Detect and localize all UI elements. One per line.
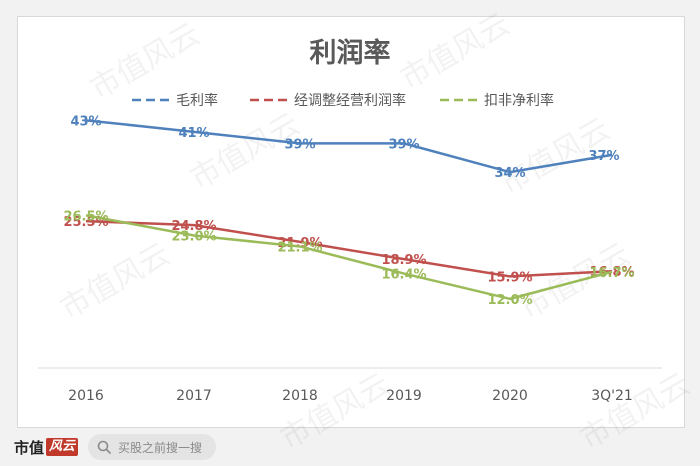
data-label: 26.5% bbox=[63, 209, 108, 224]
x-tick-label: 3Q'21 bbox=[591, 388, 633, 404]
data-label: 24.8% bbox=[171, 219, 216, 234]
x-tick-label: 2017 bbox=[176, 388, 212, 404]
series-line bbox=[85, 214, 613, 301]
brand-text: 市值 bbox=[14, 438, 45, 457]
x-tick-labels: 2016 2017 2018 2019 2020 3Q'21 bbox=[68, 388, 633, 404]
search-box[interactable]: 买股之前搜一搜 bbox=[88, 434, 217, 460]
footer-bar: 市值 风云 买股之前搜一搜 bbox=[0, 428, 700, 466]
data-label: 25.5% bbox=[63, 215, 108, 230]
brand-logo[interactable]: 市值 风云 bbox=[14, 437, 79, 458]
legend: 毛利率 经调整经营利润率 扣非净利率 bbox=[132, 92, 554, 109]
data-label: 21.1% bbox=[277, 240, 322, 255]
chart-title: 利润率 bbox=[310, 37, 391, 69]
data-label: 15.9% bbox=[487, 270, 532, 285]
watermark-text: 市值风云 bbox=[55, 237, 176, 327]
data-label: 41% bbox=[178, 126, 209, 141]
data-label: 43% bbox=[70, 114, 101, 129]
data-label: 39% bbox=[284, 137, 315, 152]
x-tick-label: 2019 bbox=[386, 388, 422, 404]
brand-box: 风云 bbox=[46, 438, 79, 456]
data-label: 16.7% bbox=[589, 266, 634, 281]
data-label: 34% bbox=[494, 166, 525, 181]
data-label: 23.0% bbox=[171, 230, 216, 245]
data-label: 18.9% bbox=[381, 253, 426, 268]
series-layer: 43% 41% 39% 39% 34% 37% 25.5% 24.8% 21.9% 18.9% 15… bbox=[63, 114, 634, 308]
data-label: 39% bbox=[388, 137, 419, 152]
x-tick-label: 2018 bbox=[282, 388, 318, 404]
data-label: 16.4% bbox=[381, 268, 426, 283]
search-icon bbox=[97, 440, 111, 454]
legend-label: 毛利率 bbox=[176, 92, 218, 109]
series-line bbox=[85, 119, 613, 174]
legend-label: 经调整经营利润率 bbox=[294, 92, 406, 109]
data-label: 12.0% bbox=[487, 293, 532, 308]
search-placeholder: 买股之前搜一搜 bbox=[118, 440, 203, 455]
x-tick-label: 2020 bbox=[492, 388, 528, 404]
x-tick-label: 2016 bbox=[68, 388, 104, 404]
data-label: 21.9% bbox=[277, 236, 322, 251]
watermark-text: 市值风云 bbox=[395, 7, 516, 97]
data-label: 37% bbox=[588, 149, 619, 164]
series-line bbox=[85, 219, 613, 278]
legend-label: 扣非净利率 bbox=[484, 92, 554, 109]
